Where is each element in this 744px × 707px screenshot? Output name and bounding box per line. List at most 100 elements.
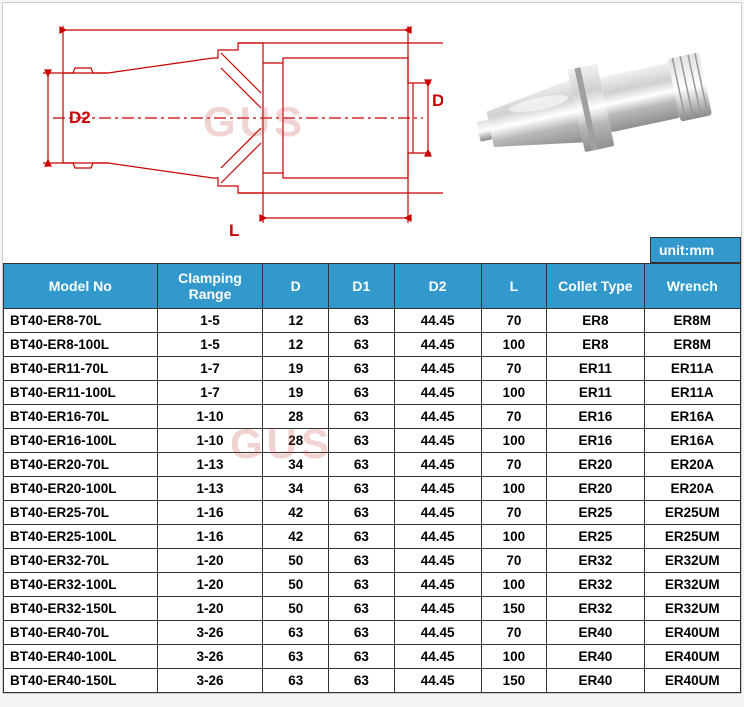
- table-cell: 63: [329, 549, 395, 573]
- table-cell: 63: [263, 645, 329, 669]
- table-cell: 3-26: [157, 621, 263, 645]
- table-cell: 1-13: [157, 453, 263, 477]
- product-photo: [461, 18, 721, 198]
- col-model: Model No: [4, 264, 158, 309]
- table-cell: 70: [481, 501, 547, 525]
- table-cell: BT40-ER16-70L: [4, 405, 158, 429]
- table-cell: 70: [481, 405, 547, 429]
- page-container: D2 D D1 L: [2, 2, 742, 694]
- table-cell: 44.45: [394, 309, 481, 333]
- table-cell: 42: [263, 501, 329, 525]
- table-cell: 70: [481, 357, 547, 381]
- diagram-area: D2 D D1 L: [3, 3, 741, 237]
- table-row: BT40-ER40-150L3-26636344.45150ER40ER40UM: [4, 669, 741, 693]
- table-cell: 63: [329, 357, 395, 381]
- table-cell: 1-16: [157, 525, 263, 549]
- table-cell: ER16A: [644, 429, 740, 453]
- table-cell: 100: [481, 645, 547, 669]
- table-cell: BT40-ER40-150L: [4, 669, 158, 693]
- table-cell: ER11: [547, 381, 644, 405]
- table-cell: 63: [329, 621, 395, 645]
- table-cell: ER32UM: [644, 573, 740, 597]
- table-cell: 100: [481, 525, 547, 549]
- table-cell: 28: [263, 405, 329, 429]
- label-d2: D2: [69, 108, 91, 127]
- col-l: L: [481, 264, 547, 309]
- technical-drawing: D2 D D1 L: [13, 8, 443, 238]
- table-cell: 44.45: [394, 573, 481, 597]
- table-cell: 63: [329, 477, 395, 501]
- col-clamping: Clamping Range: [157, 264, 263, 309]
- table-cell: 44.45: [394, 669, 481, 693]
- table-cell: 100: [481, 573, 547, 597]
- table-cell: 19: [263, 357, 329, 381]
- table-cell: BT40-ER40-100L: [4, 645, 158, 669]
- table-cell: 50: [263, 597, 329, 621]
- table-cell: BT40-ER32-70L: [4, 549, 158, 573]
- table-cell: BT40-ER11-70L: [4, 357, 158, 381]
- table-cell: ER32UM: [644, 549, 740, 573]
- table-cell: ER16A: [644, 405, 740, 429]
- table-cell: ER11A: [644, 381, 740, 405]
- table-cell: 1-5: [157, 309, 263, 333]
- table-cell: 100: [481, 477, 547, 501]
- table-cell: 44.45: [394, 621, 481, 645]
- table-cell: 63: [329, 381, 395, 405]
- table-cell: 44.45: [394, 333, 481, 357]
- table-cell: ER20: [547, 453, 644, 477]
- table-cell: ER40: [547, 669, 644, 693]
- table-cell: ER40: [547, 621, 644, 645]
- table-cell: ER40UM: [644, 621, 740, 645]
- table-cell: ER32UM: [644, 597, 740, 621]
- table-cell: 70: [481, 621, 547, 645]
- table-cell: ER32: [547, 549, 644, 573]
- table-header-row: Model No Clamping Range D D1 D2 L Collet…: [4, 264, 741, 309]
- table-cell: 34: [263, 477, 329, 501]
- table-cell: 63: [329, 669, 395, 693]
- table-cell: 63: [329, 525, 395, 549]
- table-cell: 63: [329, 597, 395, 621]
- unit-label: unit:mm: [650, 237, 741, 263]
- table-cell: 44.45: [394, 429, 481, 453]
- table-cell: ER25: [547, 501, 644, 525]
- table-cell: BT40-ER25-70L: [4, 501, 158, 525]
- table-cell: ER11: [547, 357, 644, 381]
- table-row: BT40-ER25-70L1-16426344.4570ER25ER25UM: [4, 501, 741, 525]
- table-cell: ER8M: [644, 309, 740, 333]
- table-cell: BT40-ER40-70L: [4, 621, 158, 645]
- table-cell: 100: [481, 429, 547, 453]
- table-cell: 3-26: [157, 669, 263, 693]
- col-wrench: Wrench: [644, 264, 740, 309]
- table-cell: ER25UM: [644, 525, 740, 549]
- table-cell: 63: [329, 309, 395, 333]
- table-cell: 63: [263, 669, 329, 693]
- table-cell: ER40UM: [644, 669, 740, 693]
- table-row: BT40-ER11-100L1-7196344.45100ER11ER11A: [4, 381, 741, 405]
- col-collet: Collet Type: [547, 264, 644, 309]
- table-cell: 12: [263, 309, 329, 333]
- table-cell: BT40-ER16-100L: [4, 429, 158, 453]
- unit-row: unit:mm: [3, 237, 741, 263]
- table-cell: 100: [481, 333, 547, 357]
- table-cell: 3-26: [157, 645, 263, 669]
- table-cell: 44.45: [394, 645, 481, 669]
- table-cell: ER8: [547, 309, 644, 333]
- table-cell: BT40-ER20-100L: [4, 477, 158, 501]
- table-cell: ER40: [547, 645, 644, 669]
- table-cell: 44.45: [394, 381, 481, 405]
- table-cell: BT40-ER25-100L: [4, 525, 158, 549]
- table-cell: 70: [481, 453, 547, 477]
- table-cell: BT40-ER32-100L: [4, 573, 158, 597]
- table-row: BT40-ER16-100L1-10286344.45100ER16ER16A: [4, 429, 741, 453]
- table-cell: 19: [263, 381, 329, 405]
- col-d1: D1: [329, 264, 395, 309]
- table-cell: BT40-ER20-70L: [4, 453, 158, 477]
- table-cell: 1-20: [157, 549, 263, 573]
- table-cell: ER20A: [644, 477, 740, 501]
- table-cell: 63: [329, 429, 395, 453]
- col-d: D: [263, 264, 329, 309]
- table-cell: 1-10: [157, 429, 263, 453]
- table-cell: 70: [481, 549, 547, 573]
- table-cell: 1-7: [157, 357, 263, 381]
- table-cell: ER25: [547, 525, 644, 549]
